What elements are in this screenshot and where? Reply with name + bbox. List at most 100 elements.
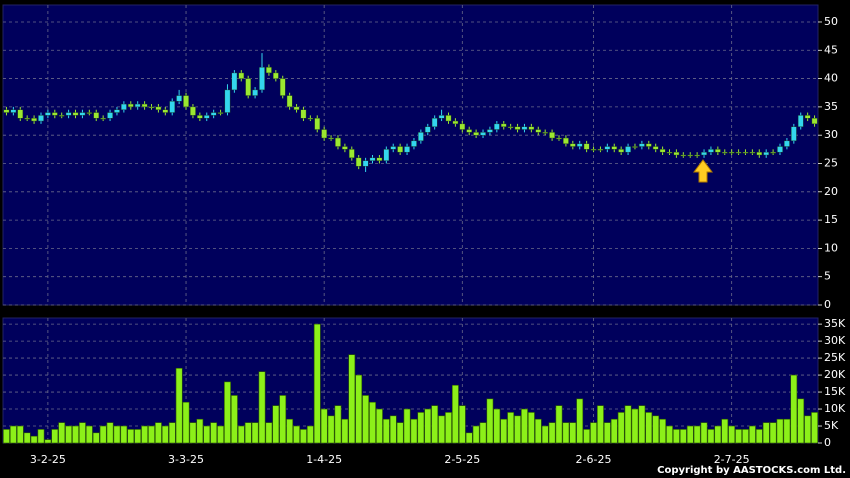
candle-body: [466, 129, 473, 133]
volume-bar: [465, 432, 473, 444]
candle-body: [335, 137, 341, 147]
candle-body: [770, 151, 776, 154]
volume-bar: [127, 429, 135, 444]
candle-body: [245, 78, 252, 96]
candle-body: [24, 118, 30, 120]
volume-bar: [638, 405, 646, 444]
volume-bar: [590, 422, 597, 444]
candle-body: [473, 132, 479, 136]
volume-bar: [334, 405, 342, 444]
volume-bar: [306, 425, 314, 444]
y-tick-label: 35: [824, 100, 838, 113]
candle-body: [742, 151, 749, 154]
volume-bar: [175, 367, 183, 444]
volume-bar: [396, 422, 404, 444]
candle-body: [383, 149, 390, 161]
volume-bar: [376, 408, 383, 444]
volume-bar: [431, 405, 439, 444]
volume-bar: [486, 398, 494, 444]
candle-body: [639, 143, 645, 147]
y-tick-label: 45: [824, 43, 838, 56]
volume-bar: [762, 422, 770, 444]
candle-body: [307, 118, 314, 120]
volume-bar: [141, 425, 148, 444]
volume-bar: [659, 418, 667, 444]
volume-bar: [37, 429, 45, 444]
candle-body: [618, 149, 624, 153]
volume-bar: [673, 429, 680, 444]
candle-body: [721, 151, 728, 154]
candle-body: [390, 146, 397, 150]
candle-body: [51, 112, 58, 116]
volume-bar: [251, 422, 259, 444]
y-tick-label: 25K: [824, 351, 846, 364]
volume-bar: [265, 422, 273, 444]
y-tick-label: 0: [824, 298, 831, 311]
volume-bar: [790, 374, 798, 444]
candle-body: [10, 109, 17, 113]
candle-body: [114, 109, 120, 113]
volume-bar: [424, 408, 432, 444]
candle-body: [300, 109, 307, 119]
signal-arrow: [693, 159, 713, 183]
candle-body: [266, 67, 272, 74]
candle-body: [611, 146, 618, 150]
volume-bar: [51, 429, 59, 444]
candle-body: [625, 146, 631, 153]
volume-bar: [65, 425, 73, 444]
candle-body: [217, 112, 224, 114]
candle-body: [65, 112, 72, 116]
candle-body: [362, 160, 369, 167]
volume-bar: [527, 412, 535, 444]
volume-bar: [210, 422, 218, 444]
y-tick-label: 50: [824, 15, 838, 28]
volume-bar: [279, 395, 287, 444]
candle-body: [72, 112, 79, 116]
volume-bar: [472, 425, 480, 444]
candle-body: [238, 72, 245, 79]
volume-bar: [410, 418, 418, 444]
y-tick-label: 30K: [824, 334, 846, 347]
volume-bar: [341, 418, 349, 444]
volume-bar: [797, 398, 805, 444]
candle-body: [141, 103, 148, 108]
candle-body: [176, 95, 182, 102]
volume-bar: [3, 429, 10, 444]
x-tick-label: 2-5-25: [444, 453, 480, 466]
candle-body: [535, 129, 542, 133]
volume-bar: [769, 422, 777, 444]
volume-bar: [686, 425, 694, 444]
candle-body: [342, 146, 348, 150]
volume-bar: [776, 418, 784, 444]
volume-bar: [217, 425, 224, 444]
candle-body: [369, 157, 376, 161]
x-tick-label: 2-6-25: [576, 453, 612, 466]
volume-bar: [479, 422, 487, 444]
candle-body: [597, 149, 604, 151]
candle-body: [127, 103, 134, 108]
volume-bar: [244, 422, 252, 444]
volume-bar: [721, 418, 729, 444]
candle-body: [569, 143, 576, 147]
candle-body: [804, 115, 811, 119]
volume-bar: [369, 401, 376, 444]
candle-body: [763, 151, 770, 156]
copyright: Copyright by AASTOCKS.com Ltd.: [657, 465, 846, 476]
candle-body: [687, 154, 694, 157]
volume-bar: [631, 408, 639, 444]
candle-body: [148, 106, 155, 109]
y-tick-label: 5: [824, 270, 831, 283]
volume-bar: [742, 429, 749, 444]
candle-body: [431, 118, 438, 127]
candle-body: [252, 89, 258, 96]
volume-bar: [714, 425, 722, 444]
candle-body: [694, 154, 700, 157]
candle-body: [424, 126, 431, 133]
candle-body: [45, 112, 51, 116]
candle-body: [666, 151, 673, 154]
candle-body: [487, 129, 493, 133]
y-tick-label: 10K: [824, 402, 846, 415]
candle-body: [521, 126, 528, 130]
volume-bar: [362, 395, 370, 444]
candle-body: [459, 123, 466, 130]
